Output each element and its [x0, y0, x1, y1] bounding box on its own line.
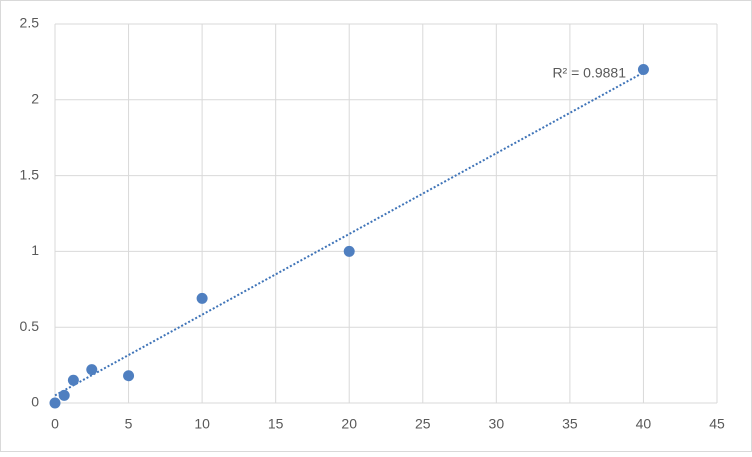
- y-tick-label: 1: [31, 242, 39, 258]
- data-point: [67, 374, 79, 386]
- x-tick-label: 25: [415, 416, 431, 432]
- x-tick-label: 20: [341, 416, 357, 432]
- data-point: [58, 389, 70, 401]
- x-tick-label: 15: [268, 416, 284, 432]
- y-tick-label: 1.5: [20, 166, 40, 182]
- y-tick-label: 0.5: [20, 318, 40, 334]
- data-point: [123, 370, 135, 382]
- x-tick-label: 40: [636, 416, 652, 432]
- x-tick-label: 0: [51, 416, 59, 432]
- x-tick-label: 35: [562, 416, 578, 432]
- r-squared-label: R² = 0.9881: [552, 65, 626, 81]
- data-point: [637, 63, 649, 75]
- data-point: [86, 364, 98, 376]
- x-tick-label: 30: [489, 416, 505, 432]
- y-tick-label: 0: [31, 394, 39, 410]
- data-point: [49, 397, 61, 409]
- y-tick-label: 2.5: [20, 15, 40, 31]
- data-point: [343, 245, 355, 257]
- x-tick-label: 5: [125, 416, 133, 432]
- x-tick-label: 45: [709, 416, 725, 432]
- x-tick-label: 10: [194, 416, 210, 432]
- y-tick-label: 2: [31, 91, 39, 107]
- data-point: [196, 292, 208, 304]
